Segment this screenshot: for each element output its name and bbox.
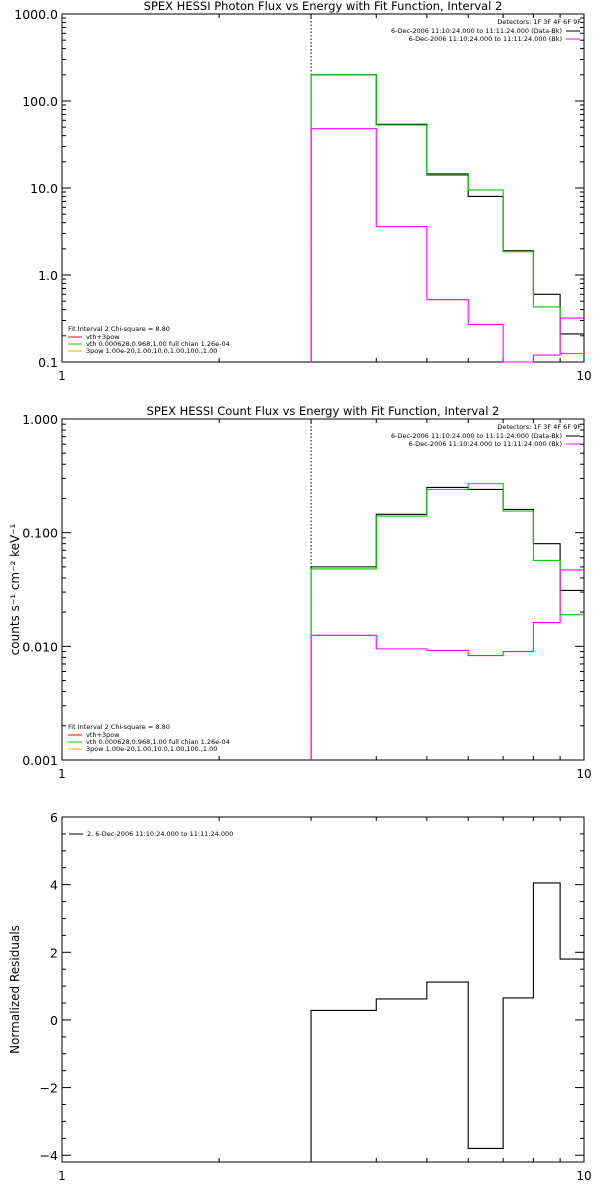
y-tick-label: 0.100 [22,526,58,541]
x-tick-label: 1 [58,1169,66,1183]
y-tick-label: 4 [50,878,58,893]
legend-entry: vth+3pow [86,731,120,739]
series-line-black [310,882,584,1162]
plot-frame [61,13,585,363]
x-tick-label: 10 [576,767,591,781]
y-tick-label: 0.010 [22,639,58,654]
y-tick-label: 0.1 [38,355,58,370]
y-tick-label: 0.001 [22,753,58,768]
fit-summary: Fit Interval 2 Chi-square = 8.80 [68,325,170,333]
chart-title: SPEX HESSI Count Flux vs Energy with Fit… [147,404,500,418]
legend-entry: 3pow 1.00e-20,1.00,10.0,1.00,100.,1.00 [86,745,217,753]
y-tick-label: 6 [50,810,58,825]
chart-panel-2 [61,418,585,761]
chart-panel-3 [61,816,585,1163]
legend-entry: vth+3pow [86,333,120,341]
y-axis-label: counts s⁻¹ cm⁻² keV⁻¹ [8,523,22,655]
fit-summary: Fit Interval 2 Chi-square = 8.80 [68,723,170,731]
y-tick-label: 2 [50,945,58,960]
x-tick-label: 1 [58,767,66,781]
legend-entry: vth 0.000628,0.968,1.00 full chian 1.26e… [86,340,230,348]
series-line-magenta [310,128,584,363]
y-axis-label: Normalized Residuals [8,925,22,1054]
plot-frame [61,816,585,1163]
detectors-legend: Detectors: 1F 3F 4F 6F 9F [497,18,581,26]
x-tick-label: 1 [58,369,66,383]
chart-panel-1 [61,13,585,363]
series-line-black [310,486,584,760]
legend-entry: 6-Dec-2006 11:10:24.000 to 11:11:24.000 … [391,432,562,440]
y-tick-label: 10.0 [30,181,58,196]
legend-entry: 6-Dec-2006 11:10:24.000 to 11:11:24.000 … [409,440,562,448]
series-line-magenta [310,569,584,760]
y-tick-label: −2 [40,1081,58,1096]
plot-frame [61,418,585,761]
y-tick-label: 1.0 [38,268,58,283]
x-tick-label: 10 [576,1169,591,1183]
legend-entry: 3pow 1.00e-20,1.00,10.0,1.00,100.,1.00 [86,347,217,355]
y-tick-label: −4 [40,1148,58,1163]
legend-entry: 6-Dec-2006 11:10:24.000 to 11:11:24.000 … [409,35,562,43]
x-tick-label: 10 [576,369,591,383]
chart-title: SPEX HESSI Photon Flux vs Energy with Fi… [144,0,503,13]
legend-entry: vth 0.000628,0.968,1.00 full chian 1.26e… [86,738,230,746]
y-tick-label: 1.000 [22,412,58,427]
series-line-green [310,74,584,362]
y-tick-label: 1000.0 [14,7,58,22]
detectors-legend: Detectors: 1F 3F 4F 6F 9F [497,423,581,431]
series-line-black [310,74,584,362]
legend-entry: 2, 6-Dec-2006 11:10:24.000 to 11:11:24.0… [87,830,233,838]
series-line-green [310,483,584,760]
y-tick-label: 100.0 [22,94,58,109]
legend-entry: 6-Dec-2006 11:10:24.000 to 11:11:24.000 … [391,27,562,35]
y-tick-label: 0 [50,1013,58,1028]
